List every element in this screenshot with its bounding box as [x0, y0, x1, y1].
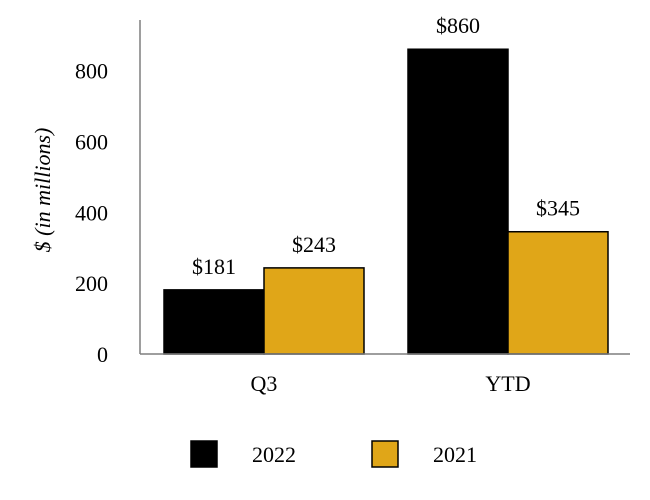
- bar-ytd-2022: [407, 48, 509, 355]
- y-tick-label-400: 400: [75, 200, 108, 225]
- data-label-q3-2021: $243: [292, 232, 336, 257]
- data-label-ytd-2022: $860: [436, 13, 480, 38]
- legend-label-2021: 2021: [433, 442, 477, 467]
- data-label-q3-2022: $181: [192, 254, 236, 279]
- y-tick-label-600: 600: [75, 129, 108, 154]
- x-tick-label-q3: Q3: [251, 371, 278, 396]
- y-tick-label-800: 800: [75, 59, 108, 84]
- y-tick-label-200: 200: [75, 271, 108, 296]
- bar-q3-2022: [163, 289, 265, 355]
- bar-q3-2021: [263, 267, 365, 355]
- legend-swatch-2022: [190, 440, 218, 468]
- legend-swatch-2021: [371, 440, 399, 468]
- data-label-ytd-2021: $345: [536, 196, 580, 221]
- bar-ytd-2021: [507, 230, 609, 355]
- legend: 2022 2021: [190, 440, 477, 468]
- y-tick-label-0: 0: [97, 342, 108, 367]
- legend-label-2022: 2022: [252, 442, 296, 467]
- y-axis-label: $ (in millions): [30, 128, 55, 253]
- x-tick-label-ytd: YTD: [485, 371, 530, 396]
